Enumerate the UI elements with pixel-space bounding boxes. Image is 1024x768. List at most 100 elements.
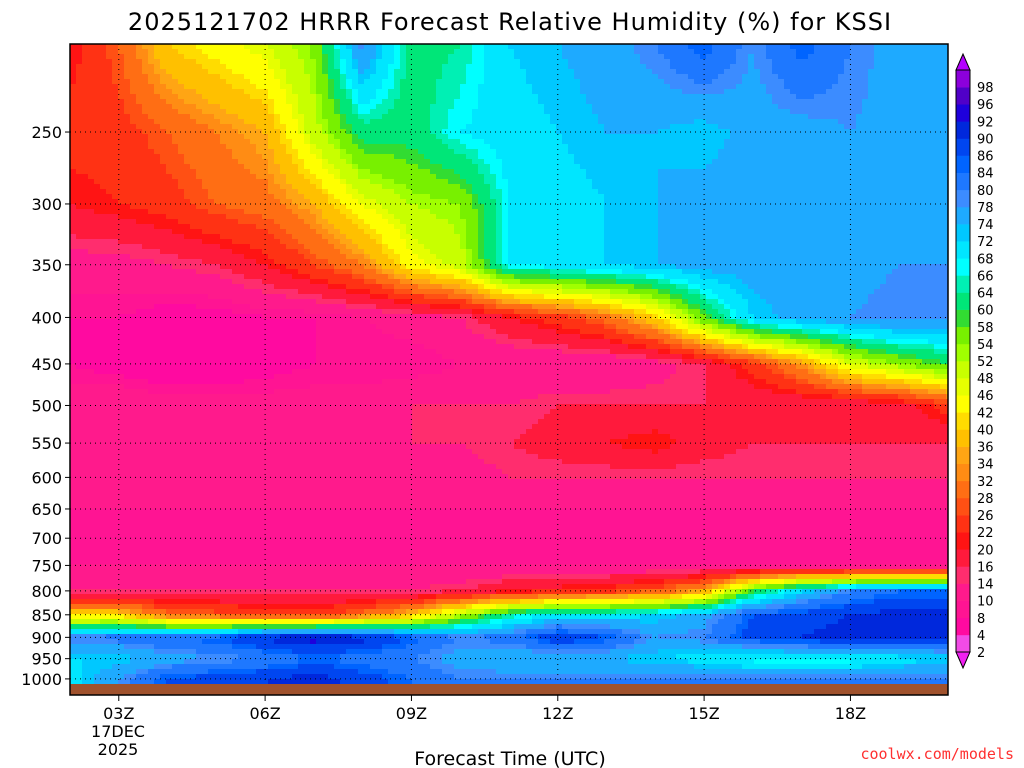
heatmap-cell [118,169,125,175]
heatmap-cell [334,164,341,170]
heatmap-cell [244,159,251,165]
heatmap-cell [334,104,341,110]
heatmap-cell [88,189,95,195]
heatmap-cell [88,64,95,70]
heatmap-cell [520,84,527,90]
heatmap-cell [244,74,251,80]
heatmap-cell [112,199,119,205]
heatmap-cell [598,89,605,95]
heatmap-cell [916,124,923,130]
heatmap-cell [880,109,887,115]
heatmap-cell [688,184,695,190]
heatmap-cell [718,104,725,110]
heatmap-cell [166,144,173,150]
heatmap-cell [730,194,737,200]
heatmap-cell [376,159,383,165]
heatmap-cell [622,149,629,155]
heatmap-cell [76,144,83,150]
heatmap-cell [76,139,83,145]
heatmap-cell [412,94,419,100]
heatmap-cell [892,179,899,185]
heatmap-cell [118,109,125,115]
heatmap-cell [100,54,107,60]
heatmap-cell [682,114,689,120]
heatmap-cell [238,89,245,95]
heatmap-cell [850,139,857,145]
heatmap-cell [364,104,371,110]
heatmap-cell [430,194,437,200]
heatmap-cell [454,84,461,90]
heatmap-cell [550,199,557,205]
heatmap-cell [208,159,215,165]
heatmap-cell [268,59,275,65]
heatmap-cell [730,114,737,120]
heatmap-cell [160,164,167,170]
heatmap-cell [274,144,281,150]
heatmap-cell [250,114,257,120]
heatmap-cell [478,194,485,200]
heatmap-cell [166,199,173,205]
heatmap-cell [856,194,863,200]
heatmap-cell [886,204,893,210]
heatmap-cell [472,204,479,210]
heatmap-cell [832,89,839,95]
heatmap-cell [130,44,137,50]
heatmap-cell [796,104,803,110]
heatmap-cell [286,149,293,155]
heatmap-cell [718,149,725,155]
heatmap-cell [526,99,533,105]
heatmap-cell [496,119,503,125]
heatmap-cell [388,59,395,65]
heatmap-cell [742,99,749,105]
heatmap-cell [778,69,785,75]
heatmap-cell [436,129,443,135]
heatmap-cell [322,94,329,100]
heatmap-cell [514,104,521,110]
heatmap-cell [622,79,629,85]
heatmap-cell [100,194,107,200]
heatmap-cell [382,49,389,55]
heatmap-cell [790,109,797,115]
heatmap-cell [850,174,857,180]
heatmap-cell [604,54,611,60]
heatmap-cell [538,59,545,65]
heatmap-cell [742,109,749,115]
heatmap-cell [574,54,581,60]
heatmap-cell [844,64,851,70]
heatmap-cell [826,44,833,50]
heatmap-cell [424,49,431,55]
heatmap-cell [616,69,623,75]
heatmap-cell [304,184,311,190]
heatmap-cell [850,54,857,60]
heatmap-cell [658,199,665,205]
heatmap-cell [904,84,911,90]
heatmap-cell [544,119,551,125]
heatmap-cell [112,79,119,85]
heatmap-cell [352,149,359,155]
heatmap-cell [634,179,641,185]
heatmap-cell [586,144,593,150]
heatmap-cell [880,154,887,160]
heatmap-cell [244,179,251,185]
heatmap-cell [472,49,479,55]
heatmap-cell [550,89,557,95]
heatmap-cell [268,184,275,190]
heatmap-cell [124,159,131,165]
heatmap-cell [550,59,557,65]
heatmap-cell [568,204,575,210]
heatmap-cell [838,84,845,90]
heatmap-cell [928,194,935,200]
heatmap-cell [388,119,395,125]
heatmap-cell [424,69,431,75]
heatmap-cell [478,114,485,120]
heatmap-cell [730,149,737,155]
heatmap-cell [826,144,833,150]
heatmap-cell [256,84,263,90]
heatmap-cell [874,159,881,165]
heatmap-cell [784,84,791,90]
heatmap-cell [544,154,551,160]
heatmap-cell [436,49,443,55]
heatmap-cell [652,159,659,165]
heatmap-cell [268,199,275,205]
